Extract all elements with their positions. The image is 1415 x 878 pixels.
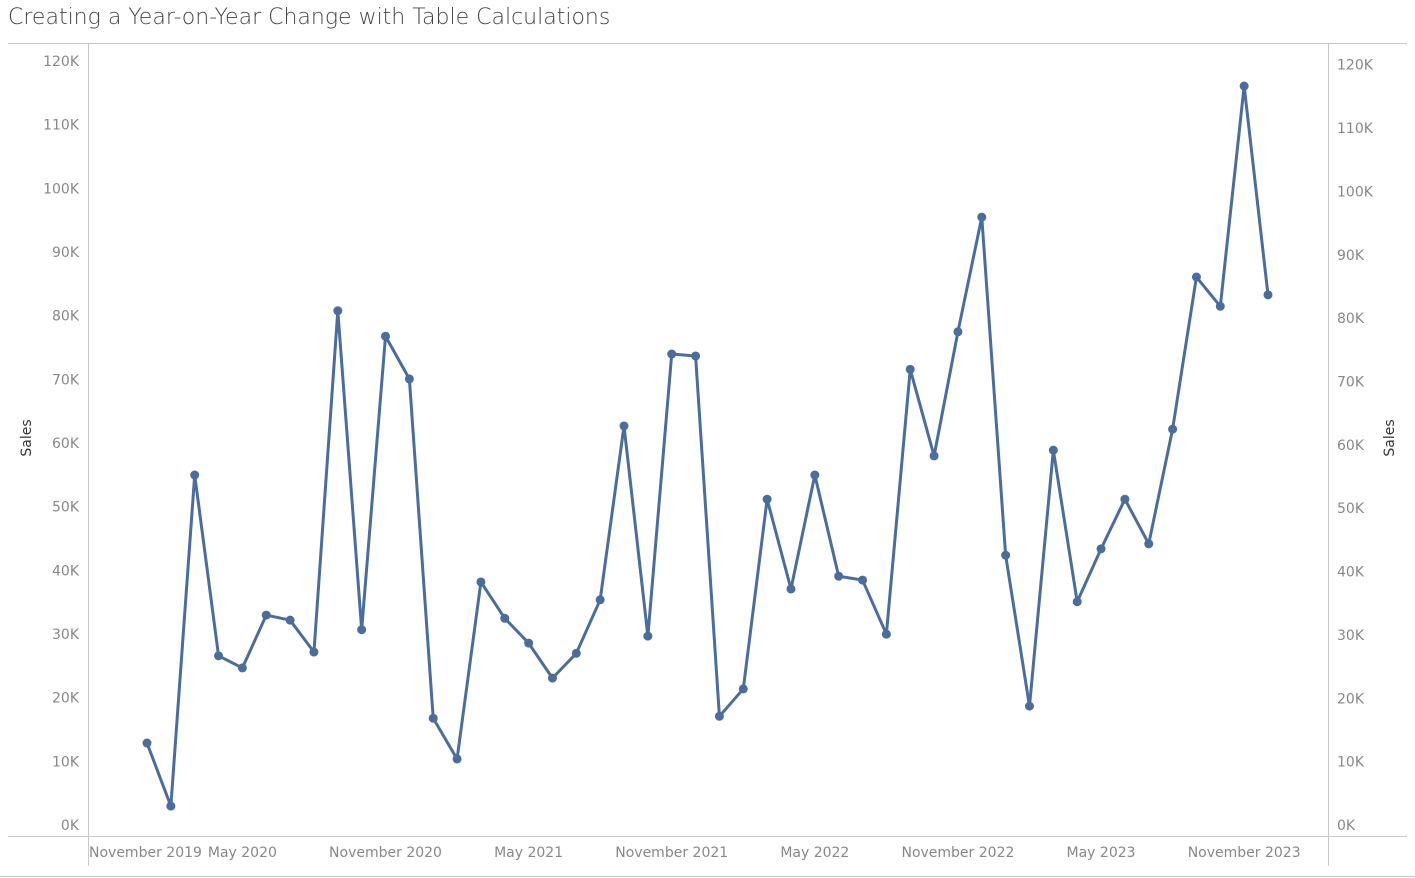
y-tick-label: 50K — [52, 500, 80, 516]
data-point — [357, 625, 367, 635]
data-point — [762, 494, 772, 504]
y-tick-label: 70K — [52, 372, 80, 388]
x-tick-label: November 2022 — [901, 845, 1014, 861]
y2-tick-label: 80K — [1337, 311, 1365, 327]
data-point — [786, 584, 796, 594]
x-tick-label: November 2019 — [89, 845, 202, 861]
y-tick-label: 20K — [52, 691, 80, 707]
data-point — [905, 364, 915, 374]
data-point — [929, 451, 939, 461]
data-point — [953, 327, 963, 337]
y2-tick-label: 50K — [1337, 501, 1365, 517]
x-tick-label: November 2021 — [615, 845, 728, 861]
y2-tick-label: 10K — [1337, 755, 1365, 771]
data-point — [404, 374, 414, 384]
data-point — [1072, 597, 1082, 607]
data-point — [643, 631, 653, 641]
y-tick-label: 60K — [52, 436, 80, 452]
y2-tick-label: 40K — [1337, 565, 1365, 581]
y-tick-label: 100K — [43, 181, 80, 197]
y2-tick-label: 120K — [1337, 58, 1374, 74]
x-tick-label: November 2023 — [1188, 845, 1301, 861]
x-tick-label: May 2022 — [780, 845, 849, 861]
data-point — [881, 629, 891, 639]
y2-tick-label: 60K — [1337, 438, 1365, 454]
data-point — [166, 801, 176, 811]
data-point — [810, 470, 820, 480]
data-point — [1215, 301, 1225, 311]
data-point — [691, 351, 701, 361]
y2-tick-label: 100K — [1337, 184, 1374, 200]
series-line — [145, 84, 1270, 808]
data-point — [1168, 424, 1178, 434]
data-point — [190, 470, 200, 480]
data-point — [738, 684, 748, 694]
y2-axis-title: Sales — [1382, 419, 1398, 456]
data-point — [1263, 290, 1273, 300]
data-point — [571, 648, 581, 658]
data-point — [667, 349, 677, 359]
data-point — [1120, 494, 1130, 504]
data-point — [285, 615, 295, 625]
data-point — [524, 638, 534, 648]
chart-title: Creating a Year-on-Year Change with Tabl… — [8, 5, 610, 30]
y-tick-label: 80K — [52, 309, 80, 325]
data-point — [309, 647, 319, 657]
y2-tick-label: 20K — [1337, 691, 1365, 707]
data-point — [858, 575, 868, 585]
y2-tick-label: 30K — [1337, 628, 1365, 644]
data-point — [1048, 445, 1058, 455]
data-point — [1191, 272, 1201, 282]
data-point — [1001, 550, 1011, 560]
data-point — [214, 651, 224, 661]
data-point — [1144, 539, 1154, 549]
data-point — [261, 610, 271, 620]
y-tick-label: 120K — [43, 54, 80, 70]
x-tick-label: May 2020 — [208, 845, 277, 861]
x-tick-label: May 2021 — [494, 845, 563, 861]
data-point — [237, 663, 247, 673]
y2-tick-label: 110K — [1337, 121, 1374, 137]
y-tick-label: 110K — [43, 118, 80, 134]
x-tick-label: November 2020 — [329, 845, 442, 861]
y-tick-label: 40K — [52, 563, 80, 579]
y2-tick-label: 70K — [1337, 374, 1365, 390]
y-tick-label: 10K — [52, 754, 80, 770]
y-tick-label: 0K — [61, 818, 80, 834]
y-tick-label: 90K — [52, 245, 80, 261]
data-point — [595, 595, 605, 605]
data-point — [381, 331, 391, 341]
y-tick-label: 30K — [52, 627, 80, 643]
data-point — [428, 713, 438, 723]
y-axis-title: Sales — [19, 419, 35, 456]
data-point — [452, 754, 462, 764]
data-point — [142, 738, 152, 748]
data-point — [714, 711, 724, 721]
data-point — [547, 673, 557, 683]
x-tick-label: May 2023 — [1067, 845, 1136, 861]
data-point — [333, 306, 343, 316]
data-point — [1024, 701, 1034, 711]
data-point — [619, 421, 629, 431]
y2-tick-label: 90K — [1337, 248, 1365, 264]
data-point — [1239, 81, 1249, 91]
y2-tick-label: 0K — [1337, 818, 1356, 834]
data-point — [500, 613, 510, 623]
data-point — [977, 212, 987, 222]
data-point — [476, 577, 486, 587]
data-point — [834, 571, 844, 581]
data-point — [1096, 544, 1106, 554]
